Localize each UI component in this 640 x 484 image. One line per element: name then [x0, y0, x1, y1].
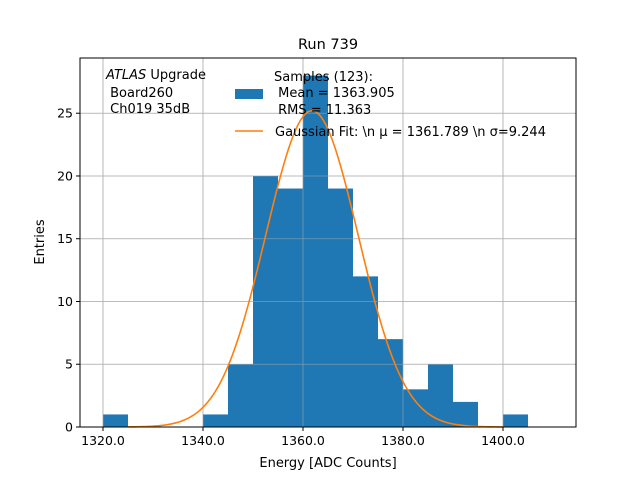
legend-samples-rms: RMS = 11.363	[274, 103, 371, 118]
legend-samples-title: Samples (123):	[274, 70, 373, 85]
x-tick-label: 1380.0	[381, 433, 425, 448]
y-tick-label: 10	[57, 294, 73, 309]
histogram-bar	[203, 414, 228, 427]
histogram-bar	[103, 414, 128, 427]
legend-samples-mean: Mean = 1363.905	[274, 86, 395, 101]
chart-title: Run 739	[298, 37, 358, 53]
y-tick-label: 0	[65, 420, 73, 435]
histogram-bar	[503, 414, 528, 427]
annotation-upgrade: Upgrade	[146, 68, 206, 83]
histogram-bar	[228, 364, 253, 427]
x-tick-label: 1360.0	[281, 433, 325, 448]
y-tick-label: 15	[57, 231, 73, 246]
x-axis-label: Energy [ADC Counts]	[259, 456, 396, 471]
x-tick-label: 1320.0	[81, 433, 125, 448]
plot-frame	[79, 57, 577, 428]
x-tick-label: 1340.0	[181, 433, 225, 448]
histogram-bar	[428, 364, 453, 427]
annotation-atlas: ATLAS	[105, 68, 146, 83]
histogram-bar	[403, 389, 428, 427]
annotation-channel: Ch019 35dB	[106, 102, 190, 117]
legend-fit-label: Gaussian Fit: \n μ = 1361.789 \n σ=9.244	[275, 125, 546, 140]
annotation-board: Board260	[106, 86, 173, 101]
y-tick-label: 25	[57, 106, 73, 121]
x-tick-label: 1400.0	[481, 433, 525, 448]
gaussian-fit-curve	[127, 109, 504, 428]
svg-text:ATLAS Upgrade: ATLAS Upgrade	[105, 68, 206, 83]
y-tick-label: 20	[57, 168, 73, 183]
histogram-bar	[328, 188, 353, 427]
histogram-bar	[303, 75, 328, 428]
legend-samples-patch	[235, 89, 263, 99]
legend: Samples (123): Mean = 1363.905 RMS = 11.…	[235, 70, 546, 140]
histogram-bar	[278, 188, 303, 427]
y-axis-label: Entries	[33, 219, 48, 265]
histogram-bar	[453, 401, 478, 427]
atlas-annotation: ATLAS Upgrade Board260 Ch019 35dB	[105, 68, 206, 117]
y-tick-label: 5	[65, 357, 73, 372]
